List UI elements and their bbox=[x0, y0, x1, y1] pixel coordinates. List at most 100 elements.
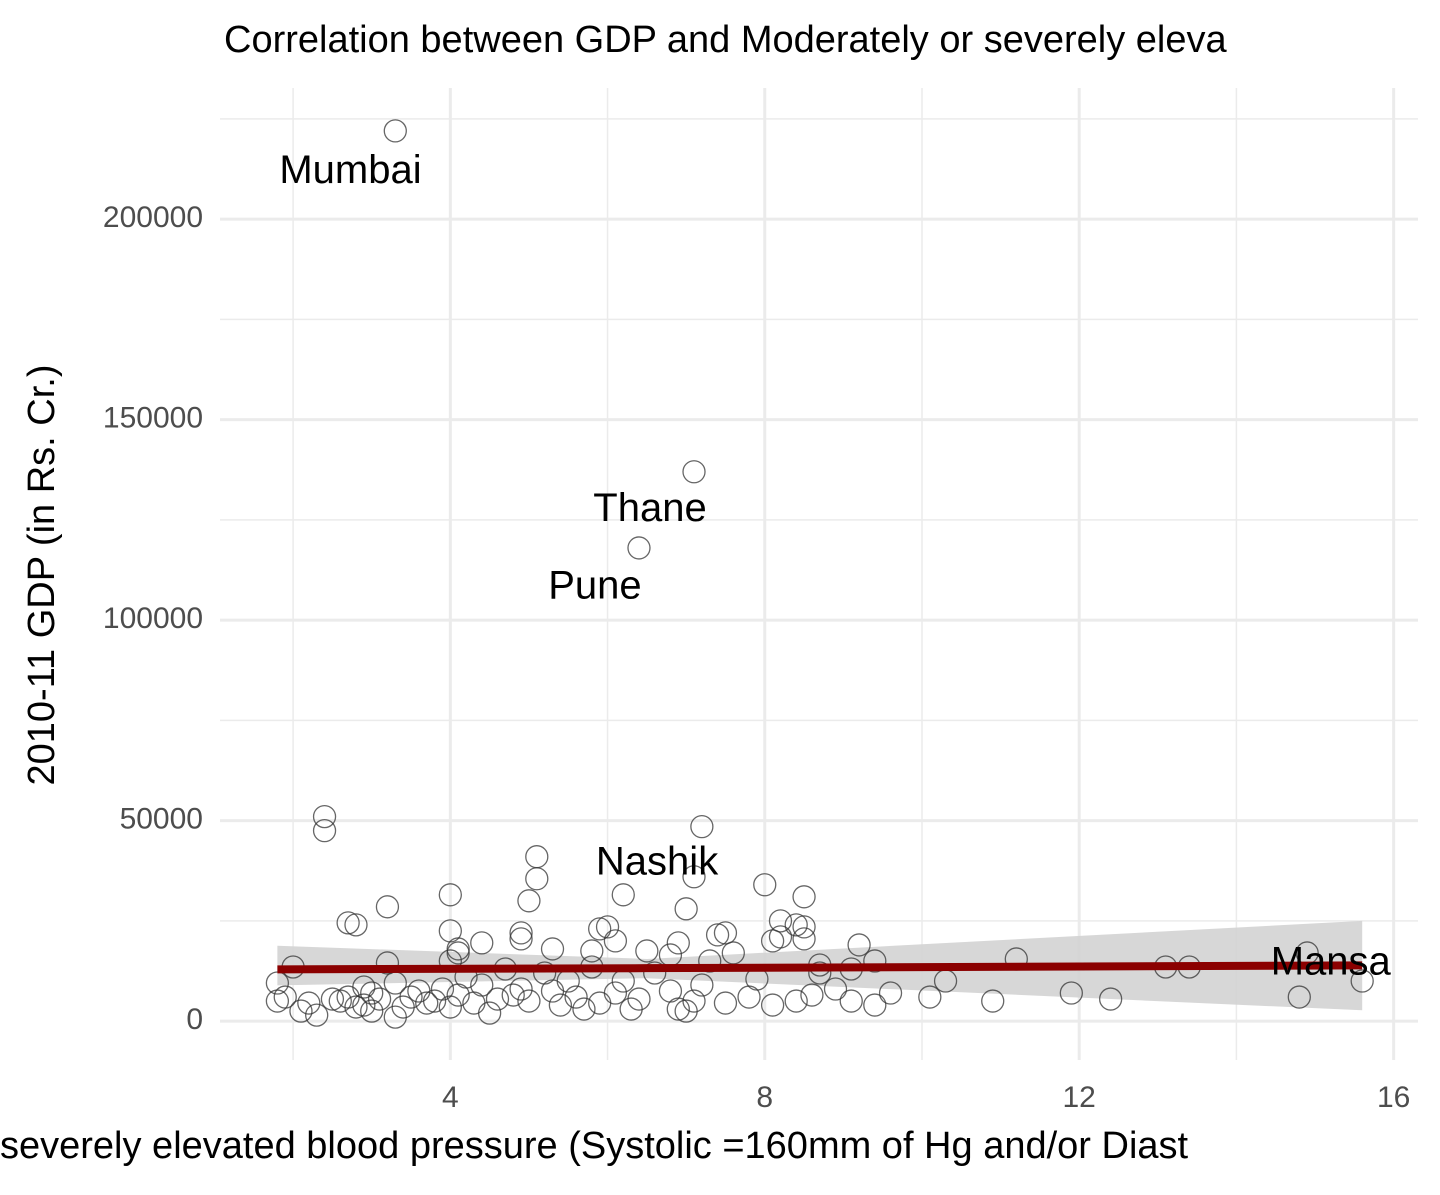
point bbox=[375, 951, 400, 975]
point bbox=[658, 979, 683, 1003]
point bbox=[383, 119, 407, 143]
point bbox=[1350, 969, 1374, 993]
point bbox=[320, 987, 345, 1011]
point bbox=[674, 897, 698, 921]
point bbox=[690, 814, 714, 839]
point bbox=[800, 983, 824, 1007]
point bbox=[517, 889, 541, 913]
point bbox=[847, 933, 871, 957]
point bbox=[753, 873, 777, 897]
point bbox=[485, 987, 510, 1011]
point bbox=[265, 971, 290, 995]
point bbox=[674, 999, 698, 1023]
point bbox=[422, 989, 447, 1013]
point bbox=[525, 845, 549, 869]
point bbox=[619, 997, 643, 1021]
point bbox=[808, 961, 832, 985]
point bbox=[737, 985, 761, 1009]
point bbox=[462, 991, 486, 1015]
point bbox=[367, 987, 392, 1011]
y-tick-label: 0 bbox=[186, 1003, 203, 1036]
point bbox=[399, 985, 423, 1009]
point bbox=[525, 867, 549, 891]
point bbox=[540, 937, 565, 961]
y-tick-label: 50000 bbox=[120, 803, 203, 836]
point bbox=[501, 983, 525, 1007]
x-tick-label: 4 bbox=[442, 1081, 459, 1114]
point bbox=[533, 961, 557, 985]
point bbox=[784, 913, 808, 937]
point bbox=[878, 981, 903, 1005]
chart-title: Correlation between GDP and Moderately o… bbox=[224, 19, 1227, 61]
x-tick-label: 8 bbox=[756, 1081, 773, 1114]
point bbox=[643, 961, 667, 985]
point bbox=[627, 536, 651, 560]
y-axis-title: 2010-11 GDP (in Rs. Cr.) bbox=[21, 365, 63, 786]
point bbox=[517, 989, 541, 1013]
point bbox=[360, 999, 384, 1023]
fit-line bbox=[277, 961, 1363, 974]
x-tick-label: 12 bbox=[1063, 1081, 1096, 1114]
point bbox=[312, 804, 337, 829]
point bbox=[415, 991, 439, 1015]
point bbox=[540, 979, 565, 1003]
point bbox=[572, 997, 596, 1021]
x-tick-label: 16 bbox=[1377, 1081, 1410, 1114]
point bbox=[792, 927, 816, 951]
point bbox=[690, 973, 714, 997]
point bbox=[548, 993, 573, 1017]
point bbox=[430, 977, 455, 1001]
y-tick-label: 150000 bbox=[103, 402, 203, 435]
point bbox=[768, 909, 793, 933]
point bbox=[768, 925, 793, 949]
point bbox=[863, 993, 887, 1017]
point bbox=[509, 977, 533, 1001]
point bbox=[792, 915, 816, 939]
point bbox=[352, 993, 376, 1017]
point bbox=[713, 991, 738, 1015]
point bbox=[407, 979, 431, 1003]
point bbox=[823, 977, 848, 1001]
annotation: Mumbai bbox=[279, 148, 421, 192]
point bbox=[627, 987, 651, 1011]
point bbox=[344, 913, 368, 937]
point bbox=[839, 989, 863, 1013]
y-tick-label: 200000 bbox=[103, 201, 203, 234]
point bbox=[1287, 985, 1311, 1009]
annotation: Mansa bbox=[1271, 940, 1392, 984]
point bbox=[446, 983, 470, 1007]
point bbox=[470, 931, 494, 955]
point bbox=[603, 929, 628, 953]
point bbox=[297, 991, 321, 1015]
point bbox=[265, 989, 290, 1013]
point bbox=[918, 985, 942, 1009]
point bbox=[564, 985, 588, 1009]
point bbox=[588, 917, 612, 941]
point bbox=[784, 989, 808, 1013]
annotation: Thane bbox=[593, 486, 706, 530]
point bbox=[344, 995, 368, 1019]
point bbox=[336, 911, 360, 935]
x-axis-title: severely elevated blood pressure (Systol… bbox=[0, 1125, 1189, 1167]
point bbox=[383, 1005, 407, 1029]
point bbox=[611, 883, 635, 907]
y-tick-label: 100000 bbox=[103, 602, 203, 635]
point bbox=[1098, 987, 1123, 1011]
point bbox=[446, 937, 470, 961]
point bbox=[588, 991, 612, 1015]
point bbox=[698, 949, 722, 973]
point bbox=[509, 921, 533, 945]
point bbox=[981, 989, 1005, 1013]
annotation: Nashik bbox=[596, 839, 719, 883]
point bbox=[666, 931, 690, 955]
point bbox=[792, 885, 816, 909]
point bbox=[635, 939, 659, 963]
point bbox=[863, 949, 887, 973]
point bbox=[1059, 981, 1083, 1005]
point bbox=[595, 915, 620, 939]
point bbox=[438, 883, 462, 907]
point bbox=[446, 941, 470, 965]
point bbox=[360, 981, 384, 1005]
point bbox=[682, 865, 706, 889]
